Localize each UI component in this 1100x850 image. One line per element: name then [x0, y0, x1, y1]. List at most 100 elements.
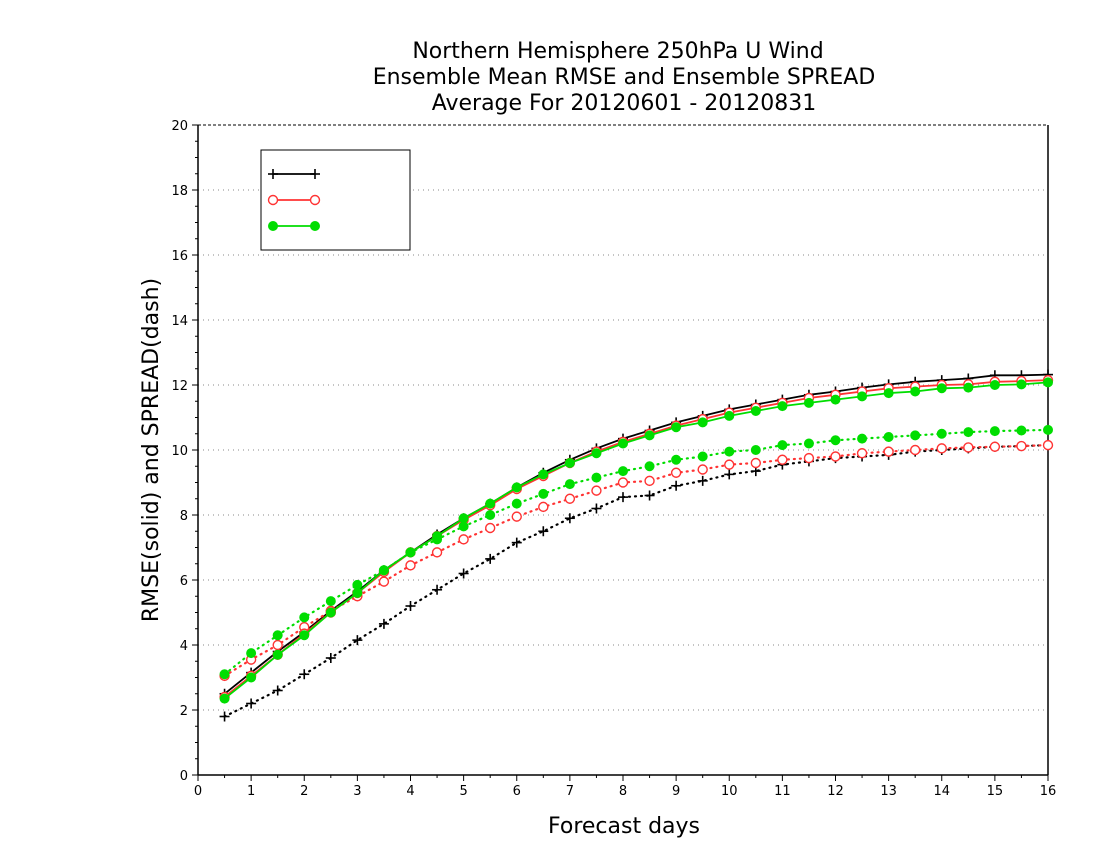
x-tick-label: 3 [353, 784, 361, 799]
data-point [671, 480, 682, 491]
data-point [936, 383, 947, 394]
data-point [936, 428, 947, 439]
data-point [1043, 377, 1053, 388]
x-tick-label: 11 [774, 784, 791, 799]
data-point [310, 169, 320, 179]
y-tick-label: 18 [171, 184, 188, 199]
data-point [963, 442, 974, 453]
x-tick-label: 14 [933, 784, 950, 799]
series-3-rmse-points [219, 377, 1053, 704]
y-axis-label: RMSE(solid) and SPREAD(dash) [139, 278, 164, 622]
data-point [830, 451, 841, 462]
data-point [299, 669, 310, 680]
data-point [989, 426, 1000, 437]
x-tick-label: 6 [513, 784, 521, 799]
data-point [777, 454, 788, 465]
series-2-spread-points [219, 439, 1054, 682]
data-point [246, 648, 257, 659]
data-point [325, 653, 336, 663]
data-point [671, 422, 682, 433]
data-point [538, 501, 549, 513]
data-point [405, 560, 416, 571]
data-point [777, 440, 788, 451]
data-point [644, 430, 655, 441]
x-tick-label: 0 [194, 784, 202, 799]
data-point [352, 635, 363, 646]
data-point [1016, 425, 1027, 436]
data-point [644, 461, 655, 472]
data-point [432, 584, 443, 595]
data-point [564, 479, 575, 490]
data-point [909, 444, 921, 456]
y-tick-label: 14 [171, 314, 188, 329]
x-tick-label: 8 [619, 784, 627, 799]
data-point [724, 459, 735, 470]
y-tick-label: 20 [171, 119, 188, 134]
data-point [378, 576, 390, 587]
x-tick-label: 10 [721, 784, 738, 799]
grid-lines [198, 189, 1048, 711]
chart-title-line-2: Ensemble Mean RMSE and Ensemble SPREAD [373, 65, 876, 90]
x-tick-label: 5 [459, 784, 467, 799]
data-point [432, 531, 443, 542]
data-point [644, 490, 655, 501]
data-point [511, 482, 522, 493]
data-point [538, 488, 549, 499]
data-point [564, 458, 575, 468]
data-point [352, 588, 363, 598]
x-tick-label: 9 [672, 784, 680, 799]
data-point [485, 498, 496, 509]
data-point [724, 410, 735, 421]
data-point [309, 194, 321, 206]
y-tick-label: 12 [171, 379, 188, 394]
data-point [299, 612, 310, 623]
data-point [268, 169, 278, 179]
x-tick-label: 13 [880, 784, 897, 799]
data-point [378, 565, 389, 576]
data-point [750, 445, 761, 455]
data-point [910, 386, 921, 397]
data-point [883, 388, 894, 399]
x-axis-label: Forecast days [548, 814, 700, 839]
data-point [697, 417, 708, 428]
data-point [405, 547, 416, 558]
data-point [857, 391, 868, 402]
y-tick-label: 6 [180, 574, 188, 589]
series-1-spread-points [219, 440, 1053, 722]
data-point [671, 454, 682, 465]
data-point [458, 568, 469, 579]
data-point [299, 630, 310, 641]
data-point [883, 446, 894, 457]
data-point [803, 397, 814, 408]
data-point [1042, 439, 1054, 451]
data-point [511, 498, 522, 509]
data-point [670, 467, 682, 478]
data-point [910, 430, 921, 441]
data-point [618, 492, 628, 503]
data-point [564, 493, 576, 504]
data-point [219, 693, 230, 704]
data-point [458, 534, 469, 545]
data-point [591, 472, 602, 483]
data-point [1043, 424, 1053, 435]
data-point [246, 698, 257, 709]
data-point [803, 438, 814, 449]
data-point [989, 441, 1001, 452]
data-series [219, 369, 1054, 722]
data-point [538, 526, 549, 537]
data-point [511, 537, 522, 548]
data-point [591, 448, 602, 459]
data-point [272, 630, 283, 641]
x-tick-label: 1 [247, 784, 255, 799]
y-tick-label: 10 [171, 444, 188, 459]
data-point [857, 433, 868, 444]
legend-entry [268, 169, 320, 179]
data-point [1016, 379, 1027, 390]
chart-title-line-1: Northern Hemisphere 250hPa U Wind [412, 39, 823, 64]
data-point [246, 672, 257, 683]
y-tick-label: 16 [171, 249, 188, 264]
y-tick-label: 8 [180, 509, 188, 524]
legend-entries [267, 169, 321, 231]
